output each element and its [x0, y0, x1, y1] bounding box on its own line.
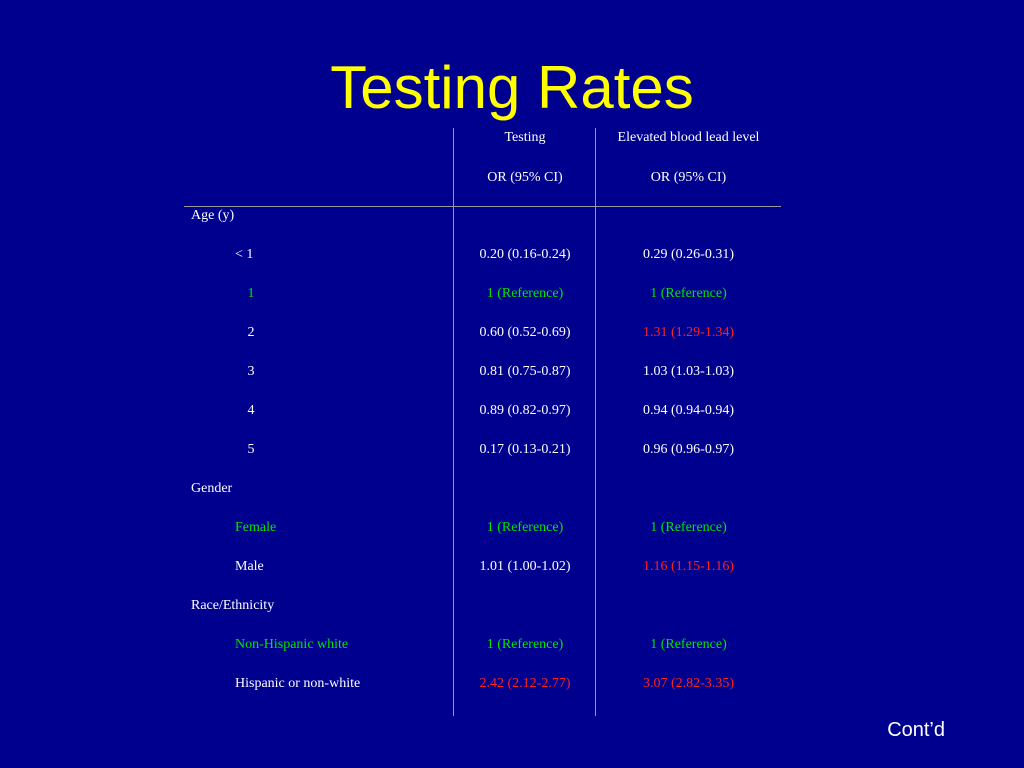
cell-elevated-female: 1 (Reference): [650, 520, 727, 535]
cell-elevated-age-1: 1 (Reference): [650, 286, 727, 301]
header-testing-or: OR (95% CI): [487, 170, 563, 185]
row-label-age-lt1: < 1: [235, 247, 254, 262]
cell-testing-non-hispanic-white: 1 (Reference): [486, 637, 564, 652]
header-testing: Testing: [504, 130, 546, 145]
column-divider-right: [595, 128, 596, 716]
cell-elevated-non-hispanic-white: 1 (Reference): [650, 637, 727, 652]
cell-testing-age-4: 0.89 (0.82-0.97): [479, 403, 571, 418]
cell-testing-hispanic-or-non-white: 2.42 (2.12-2.77): [479, 676, 571, 691]
column-divider-left: [453, 128, 454, 716]
continued-note: Cont’d: [887, 719, 945, 741]
row-label-female: Female: [235, 520, 277, 535]
header-elevated: Elevated blood lead level: [617, 130, 760, 145]
cell-testing-male: 1.01 (1.00-1.02): [479, 559, 571, 574]
row-label-non-hispanic-white: Non-Hispanic white: [235, 637, 349, 652]
header-divider: [184, 206, 781, 207]
row-label-age-2: 2: [247, 325, 255, 340]
row-label-age-5: 5: [247, 442, 255, 457]
row-label-age-4: 4: [247, 403, 255, 418]
cell-testing-age-1: 1 (Reference): [486, 286, 564, 301]
cell-elevated-hispanic-or-non-white: 3.07 (2.82-3.35): [643, 676, 734, 691]
section-label-gender: Gender: [191, 481, 233, 496]
cell-elevated-male: 1.16 (1.15-1.16): [643, 559, 734, 574]
slide-title: Testing Rates: [330, 54, 694, 121]
cell-elevated-age-2: 1.31 (1.29-1.34): [643, 325, 734, 340]
cell-testing-age-2: 0.60 (0.52-0.69): [479, 325, 571, 340]
cell-testing-age-3: 0.81 (0.75-0.87): [479, 364, 571, 379]
cell-testing-age-lt1: 0.20 (0.16-0.24): [479, 247, 571, 262]
row-label-hispanic-or-non-white: Hispanic or non-white: [235, 676, 361, 691]
row-label-age-3: 3: [247, 364, 255, 379]
row-label-age-1: 1: [247, 286, 255, 301]
cell-elevated-age-lt1: 0.29 (0.26-0.31): [643, 247, 734, 262]
cell-testing-female: 1 (Reference): [486, 520, 564, 535]
header-elevated-or: OR (95% CI): [650, 170, 727, 185]
cell-elevated-age-4: 0.94 (0.94-0.94): [643, 403, 734, 418]
cell-elevated-age-3: 1.03 (1.03-1.03): [643, 364, 734, 379]
cell-testing-age-5: 0.17 (0.13-0.21): [479, 442, 571, 457]
cell-elevated-age-5: 0.96 (0.96-0.97): [643, 442, 734, 457]
section-label-age: Age (y): [191, 208, 235, 223]
row-label-male: Male: [235, 559, 264, 574]
section-label-race-ethnicity: Race/Ethnicity: [191, 598, 275, 613]
